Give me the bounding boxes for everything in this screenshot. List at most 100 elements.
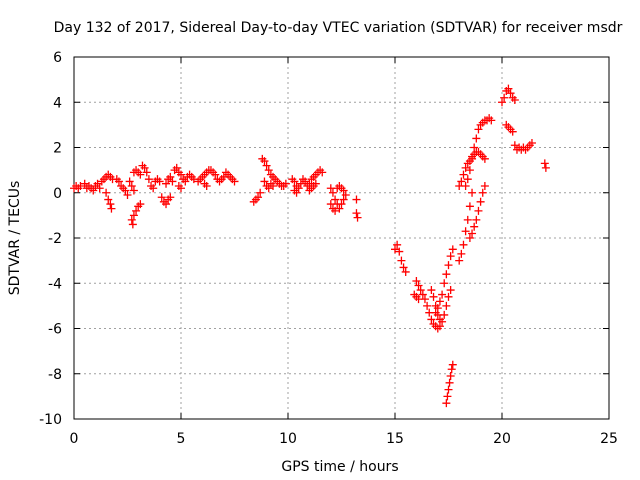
data-point	[76, 181, 85, 190]
data-point	[129, 211, 138, 220]
data-point	[541, 163, 550, 172]
data-point	[443, 392, 452, 401]
data-point	[401, 267, 410, 276]
data-point	[504, 84, 513, 93]
data-point	[121, 186, 130, 195]
data-point	[427, 315, 436, 324]
y-tick-label: 0	[53, 186, 62, 202]
data-point	[339, 195, 348, 204]
data-point	[128, 220, 137, 229]
data-point	[444, 385, 453, 394]
data-point	[487, 116, 496, 125]
data-point	[433, 304, 442, 313]
x-tick-label: 25	[600, 431, 618, 447]
data-point	[331, 195, 340, 204]
data-point	[149, 184, 158, 193]
data-point	[540, 159, 549, 168]
data-point	[264, 166, 273, 175]
data-point	[442, 270, 451, 279]
data-point	[260, 157, 269, 166]
data-point	[429, 292, 438, 301]
data-point	[470, 143, 479, 152]
data-point	[104, 195, 113, 204]
data-point	[95, 184, 104, 193]
x-tick-label: 15	[386, 431, 404, 447]
data-point	[107, 204, 116, 213]
y-tick-label: 2	[53, 141, 62, 157]
data-point	[142, 168, 151, 177]
data-point	[168, 177, 177, 186]
y-tick-label: -10	[39, 412, 62, 428]
x-tick-label: 0	[70, 431, 79, 447]
data-point	[448, 245, 457, 254]
x-tick-label: 20	[493, 431, 511, 447]
data-point	[480, 181, 489, 190]
data-point	[461, 163, 470, 172]
data-point	[442, 399, 451, 408]
data-point	[125, 177, 134, 186]
data-point	[498, 98, 506, 107]
data-point	[435, 315, 444, 324]
data-point	[89, 186, 98, 195]
data-point	[472, 134, 481, 143]
data-point	[500, 93, 509, 102]
data-point	[211, 170, 220, 179]
data-point	[508, 127, 517, 136]
data-point	[461, 227, 470, 236]
data-point	[136, 200, 145, 209]
data-point	[132, 206, 141, 215]
data-point	[465, 202, 474, 211]
data-point	[352, 195, 361, 204]
data-point	[106, 200, 115, 209]
data-point	[474, 206, 483, 215]
data-point	[478, 188, 487, 197]
data-point	[331, 206, 340, 215]
axis-ticks: 0 5 10 15 20 25 -10 -8 -6 -4 -2 0 2 4 6	[39, 50, 618, 447]
data-point	[337, 200, 346, 209]
data-point	[166, 172, 175, 181]
data-point	[256, 188, 265, 197]
data-point	[93, 179, 102, 188]
data-point	[326, 200, 335, 209]
y-tick-label: -2	[48, 231, 62, 247]
data-point	[352, 209, 361, 218]
data-point	[472, 215, 481, 224]
data-point	[102, 188, 111, 197]
data-point	[470, 222, 479, 231]
chart-title: Day 132 of 2017, Sidereal Day-to-day VTE…	[54, 20, 623, 36]
data-point	[269, 181, 278, 190]
y-tick-label: -4	[48, 276, 62, 292]
x-axis-label: GPS time / hours	[281, 459, 398, 475]
data-point	[414, 281, 423, 290]
data-point	[162, 200, 171, 209]
data-point	[412, 276, 421, 285]
data-point	[397, 256, 406, 265]
data-point	[461, 181, 470, 190]
data-point	[341, 191, 350, 200]
data-point	[468, 154, 477, 163]
data-point	[418, 290, 427, 299]
data-point	[444, 292, 453, 301]
data-point	[391, 245, 399, 254]
data-point	[181, 177, 190, 186]
data-point	[435, 297, 444, 306]
data-point	[423, 301, 432, 310]
y-axis-label: SDTVAR / TECUs	[7, 181, 23, 296]
y-tick-label: -8	[48, 367, 62, 383]
data-point	[435, 322, 444, 331]
data-point	[468, 188, 477, 197]
data-point	[393, 240, 402, 249]
data-point	[318, 168, 327, 177]
data-point	[262, 161, 271, 170]
data-point	[162, 179, 171, 188]
data-point	[468, 229, 477, 238]
data-point	[177, 184, 185, 193]
data-point	[446, 372, 455, 381]
data-point	[444, 261, 453, 270]
data-point	[254, 193, 263, 202]
data-point	[264, 184, 273, 193]
data-point	[155, 177, 164, 186]
data-point	[157, 193, 166, 202]
data-point	[438, 290, 447, 299]
x-tick-label: 5	[177, 431, 186, 447]
